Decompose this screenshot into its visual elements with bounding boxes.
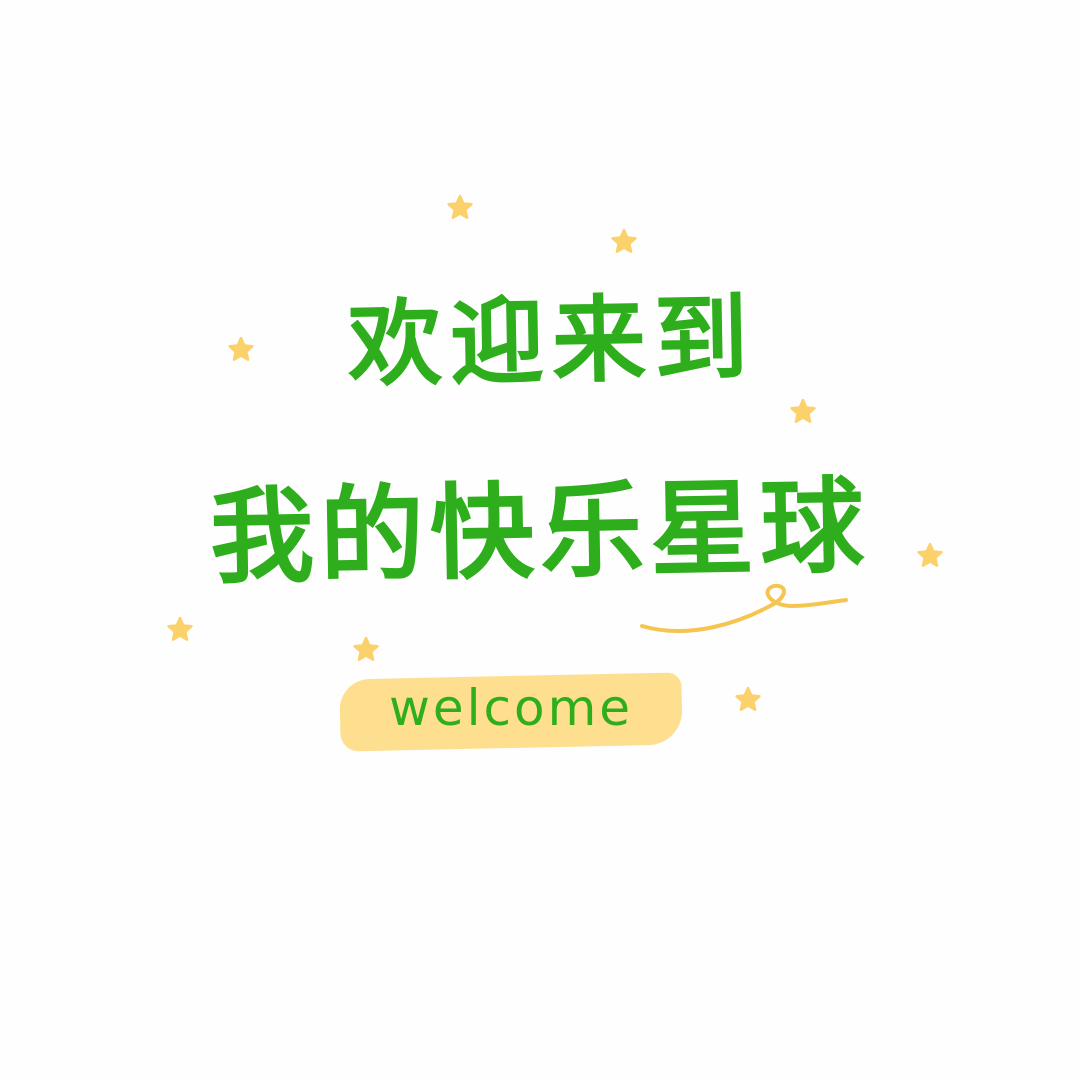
star-icon — [735, 686, 761, 711]
welcome-text: welcome — [388, 679, 634, 737]
star-icon — [447, 194, 473, 219]
star-icon — [353, 636, 379, 661]
star-icon — [611, 228, 637, 253]
star-icon — [790, 398, 816, 423]
star-icon — [167, 616, 193, 641]
star-icon — [228, 336, 254, 361]
star-icon — [917, 542, 943, 567]
